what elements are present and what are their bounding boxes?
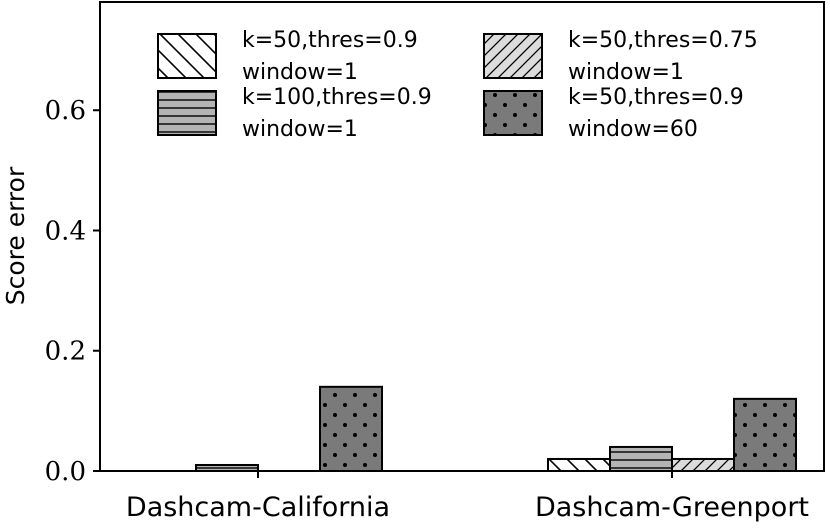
x-axis-ticks: Dashcam-California Dashcam-Greenport <box>126 471 809 523</box>
plot-frame <box>99 1 825 472</box>
legend-swatch <box>483 33 543 79</box>
y-axis-label: Score error <box>1 166 30 305</box>
bar <box>547 457 611 473</box>
y-axis-ticks: 0.0 0.2 0.4 0.6 <box>45 96 100 487</box>
y-tick-label: 0.2 <box>45 337 86 367</box>
bar <box>671 457 735 473</box>
legend-label: window=60 <box>568 117 698 142</box>
x-tick-label: Dashcam-Greenport <box>535 492 809 523</box>
bar <box>609 445 673 473</box>
legend-label: k=50,thres=0.9 <box>242 28 418 53</box>
y-tick-label: 0.6 <box>45 96 86 126</box>
legend-label: window=1 <box>568 60 684 85</box>
bars <box>195 385 797 473</box>
y-tick-label: 0.4 <box>45 216 86 246</box>
x-tick-label: Dashcam-California <box>126 492 390 523</box>
y-tick-label: 0.0 <box>45 457 86 487</box>
bar <box>319 385 383 473</box>
legend: k=50,thres=0.9window=1k=100,thres=0.9win… <box>157 28 758 142</box>
legend-swatch <box>483 90 543 136</box>
bar <box>733 397 797 473</box>
legend-label: window=1 <box>242 117 358 142</box>
legend-swatch <box>157 33 217 79</box>
legend-swatch <box>157 90 217 136</box>
legend-label: k=50,thres=0.75 <box>568 28 758 53</box>
legend-label: window=1 <box>242 60 358 85</box>
legend-label: k=50,thres=0.9 <box>568 85 744 110</box>
legend-label: k=100,thres=0.9 <box>242 85 432 110</box>
